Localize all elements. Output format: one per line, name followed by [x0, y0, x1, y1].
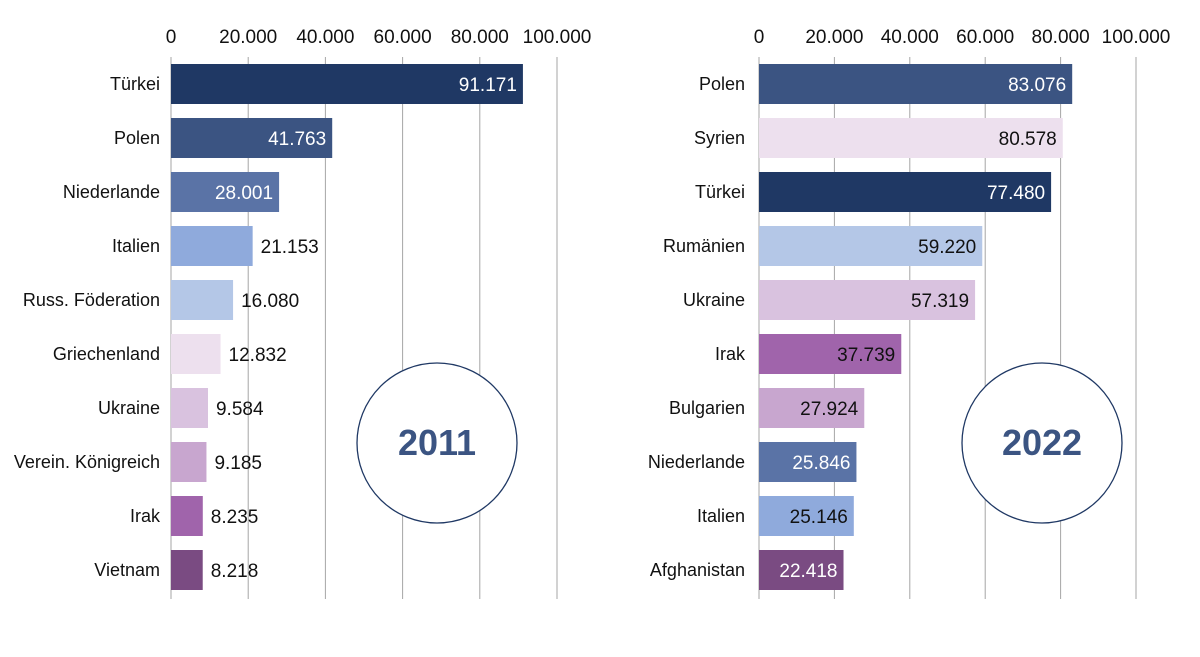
category-label: Irak [130, 506, 161, 526]
bar [171, 442, 207, 482]
value-label: 80.578 [999, 129, 1057, 150]
value-label: 9.584 [216, 399, 264, 420]
bar [759, 550, 844, 590]
bar [171, 334, 221, 374]
bar [171, 64, 523, 104]
value-label: 25.846 [792, 453, 850, 474]
category-label: Griechenland [53, 344, 160, 364]
bar [171, 172, 280, 212]
value-label: 21.153 [261, 237, 319, 258]
year-badge-label: 2011 [398, 422, 476, 463]
value-label: 16.080 [241, 291, 299, 312]
chart-panel-2011: 0 20.000 40.000 60.000 80.000 100.000 Türkei 91… [14, 27, 591, 599]
value-label: 22.418 [779, 561, 837, 582]
value-label: 9.185 [214, 453, 262, 474]
category-label: Polen [699, 74, 745, 94]
value-label: 28.001 [215, 183, 273, 204]
value-label: 59.220 [918, 237, 976, 258]
bar [171, 280, 234, 320]
year-badge-circle [961, 362, 1123, 524]
category-label: Irak [715, 344, 746, 364]
category-label: Syrien [694, 128, 745, 148]
chart-panel-2022: 0 20.000 40.000 60.000 80.000 100.000 Polen 83.… [648, 27, 1170, 599]
category-label: Polen [114, 128, 160, 148]
year-badge-label: 2022 [1002, 422, 1082, 463]
value-label: 41.763 [268, 129, 326, 150]
x-tick-label: 0 [754, 27, 765, 48]
value-label: 91.171 [459, 75, 517, 96]
x-tick-label: 80.000 [1032, 27, 1090, 48]
category-label: Russ. Föderation [23, 290, 160, 310]
category-label: Italien [112, 236, 160, 256]
x-tick-label: 20.000 [805, 27, 863, 48]
bar [171, 388, 208, 428]
x-tick-label: 100.000 [523, 27, 592, 48]
x-tick-label: 40.000 [296, 27, 354, 48]
value-label: 83.076 [1008, 75, 1066, 96]
value-label: 27.924 [800, 399, 859, 420]
bar [759, 64, 1073, 104]
x-tick-label: 100.000 [1102, 27, 1171, 48]
category-label: Türkei [110, 74, 160, 94]
x-tick-label: 60.000 [956, 27, 1014, 48]
value-label: 57.319 [911, 291, 969, 312]
value-label: 8.218 [211, 561, 259, 582]
bar [759, 388, 865, 428]
year-badge-circle [356, 362, 518, 524]
bar [759, 442, 857, 482]
category-label: Niederlande [63, 182, 160, 202]
bar [759, 226, 983, 266]
bar [759, 280, 976, 320]
value-label: 12.832 [229, 345, 287, 366]
bar [759, 172, 1052, 212]
bar [759, 334, 902, 374]
category-label: Bulgarien [669, 398, 745, 418]
category-label: Italien [697, 506, 745, 526]
category-label: Ukraine [683, 290, 745, 310]
x-tick-label: 80.000 [451, 27, 509, 48]
bar [759, 496, 854, 536]
category-label: Türkei [695, 182, 745, 202]
category-label: Rumänien [663, 236, 745, 256]
category-label: Afghanistan [650, 560, 745, 580]
value-label: 37.739 [837, 345, 895, 366]
bar [171, 118, 333, 158]
value-label: 25.146 [790, 507, 848, 528]
bar [171, 226, 253, 266]
category-label: Niederlande [648, 452, 745, 472]
bar [171, 550, 203, 590]
value-label: 77.480 [987, 183, 1045, 204]
category-label: Verein. Königreich [14, 452, 160, 472]
x-tick-label: 40.000 [881, 27, 939, 48]
value-label: 8.235 [211, 507, 259, 528]
x-tick-label: 60.000 [374, 27, 432, 48]
category-label: Ukraine [98, 398, 160, 418]
bar [171, 496, 203, 536]
x-tick-label: 0 [166, 27, 177, 48]
x-tick-label: 20.000 [219, 27, 277, 48]
category-label: Vietnam [94, 560, 160, 580]
bar [759, 118, 1063, 158]
